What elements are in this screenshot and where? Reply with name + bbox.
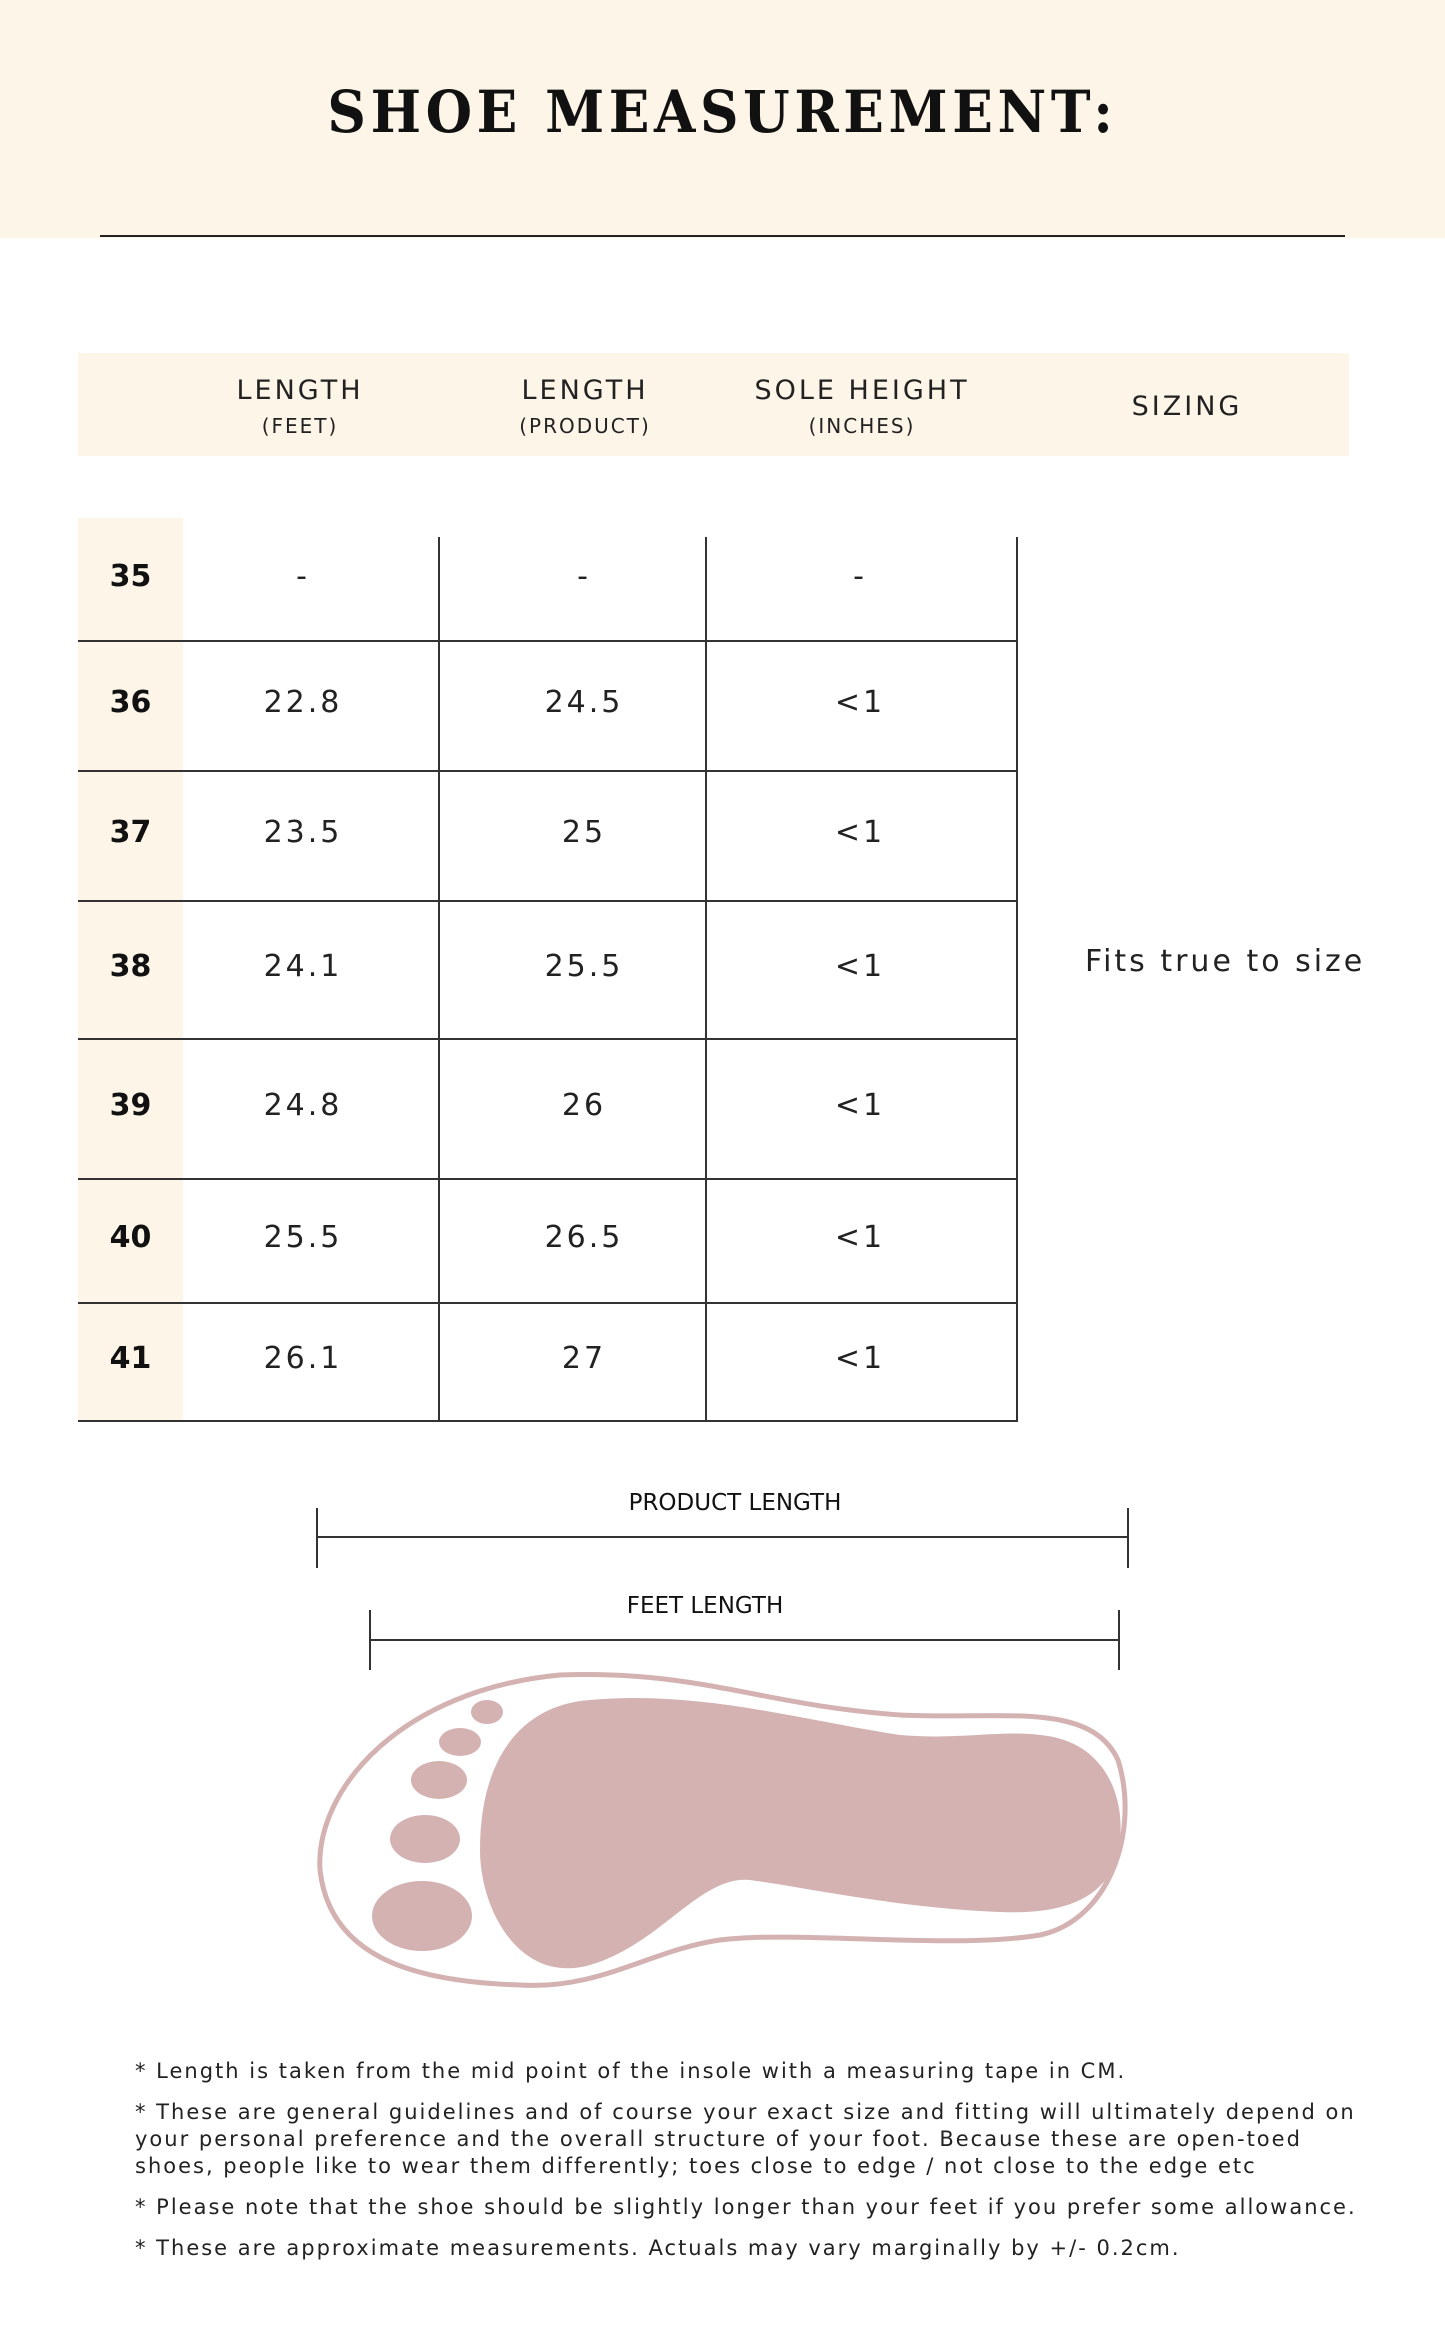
size-column-background xyxy=(78,518,183,1420)
col-header-sizing: SIZING xyxy=(1131,391,1243,422)
note: * Length is taken from the mid point of … xyxy=(135,2059,1127,2083)
title-divider xyxy=(100,235,1345,237)
feet-length-label: FEET LENGTH xyxy=(626,1593,784,1619)
row-divider xyxy=(78,1038,1018,1040)
row-divider xyxy=(78,1178,1018,1180)
column-divider xyxy=(438,537,440,1420)
note: * These are approximate measurements. Ac… xyxy=(135,2236,1181,2260)
note: * These are general guidelines and of co… xyxy=(135,2100,1356,2178)
size-label: 40 xyxy=(109,1220,152,1255)
col-header-feet-length: LENGTH (FEET) xyxy=(236,375,364,438)
notes: * Length is taken from the mid point of … xyxy=(135,2058,1365,2276)
cell-feet: 26.1 xyxy=(263,1341,343,1376)
table-header: LENGTH (FEET) LENGTH (PRODUCT) SOLE HEIGHT… xyxy=(78,353,1349,456)
toes xyxy=(372,1700,503,1951)
row-divider xyxy=(78,1302,1018,1304)
cell-product: 26 xyxy=(561,1088,607,1123)
size-label: 36 xyxy=(109,685,152,720)
row-divider xyxy=(78,900,1018,902)
feet-length-measure xyxy=(369,1610,1120,1670)
row-divider xyxy=(78,640,1018,642)
cell-sole: <1 xyxy=(834,815,886,850)
product-length-measure xyxy=(316,1508,1129,1568)
cell-sole: <1 xyxy=(834,1220,886,1255)
size-label: 39 xyxy=(109,1088,152,1123)
size-label: 41 xyxy=(109,1341,152,1376)
cell-sole: - xyxy=(853,559,867,594)
column-divider xyxy=(705,537,707,1420)
cell-sole: <1 xyxy=(834,1088,886,1123)
cell-feet: 23.5 xyxy=(263,815,343,850)
col-header-sole-height: SOLE HEIGHT (INCHES) xyxy=(754,375,970,438)
note: * Please note that the shoe should be sl… xyxy=(135,2195,1357,2219)
cell-product: 26.5 xyxy=(544,1220,624,1255)
cell-product: 25 xyxy=(561,815,607,850)
cell-product: 27 xyxy=(561,1341,607,1376)
table-bottom-border xyxy=(78,1420,1018,1422)
cell-sole: <1 xyxy=(834,1341,886,1376)
cell-product: - xyxy=(577,559,591,594)
row-divider xyxy=(78,770,1018,772)
cell-product: 24.5 xyxy=(544,685,624,720)
column-divider xyxy=(1016,537,1018,1420)
page-title: SHOE MEASUREMENT: xyxy=(327,78,1118,146)
cell-product: 25.5 xyxy=(544,949,624,984)
size-label: 37 xyxy=(109,815,152,850)
cell-feet: 24.8 xyxy=(263,1088,343,1123)
cell-feet: 22.8 xyxy=(263,685,343,720)
cell-feet: - xyxy=(296,559,310,594)
product-length-label: PRODUCT LENGTH xyxy=(628,1490,842,1516)
cell-sole: <1 xyxy=(834,949,886,984)
cell-feet: 24.1 xyxy=(263,949,343,984)
foot-sole-shape xyxy=(480,1698,1121,1969)
col-header-product-length: LENGTH (PRODUCT) xyxy=(519,375,651,438)
size-label: 35 xyxy=(109,559,152,594)
shoe-outline xyxy=(317,1672,1128,1988)
header-band xyxy=(0,0,1445,238)
cell-sole: <1 xyxy=(834,685,886,720)
cell-feet: 25.5 xyxy=(263,1220,343,1255)
sizing-note: Fits true to size xyxy=(1085,944,1366,979)
size-label: 38 xyxy=(109,949,152,984)
